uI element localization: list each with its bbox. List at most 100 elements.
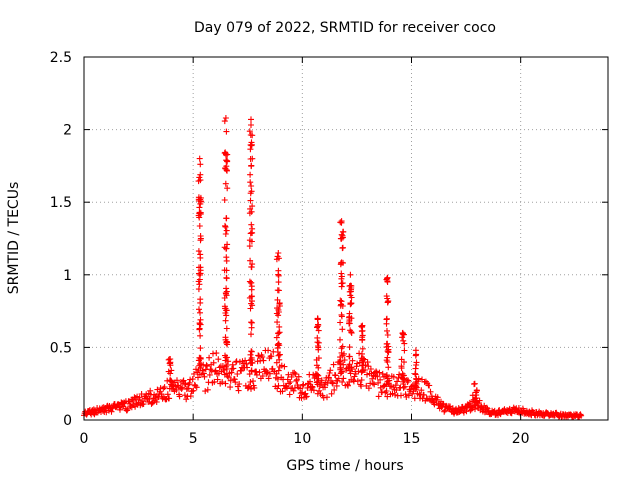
data-point [197, 171, 204, 178]
data-point [324, 394, 330, 401]
data-point [219, 363, 226, 369]
data-point [276, 300, 283, 307]
data-point [472, 406, 478, 413]
data-point [210, 359, 217, 366]
data-point [402, 391, 409, 398]
x-tick-label: 10 [293, 431, 311, 447]
data-point [329, 380, 336, 387]
data-point [178, 385, 185, 392]
data-point [221, 267, 228, 274]
data-point [346, 310, 353, 317]
data-point [484, 405, 491, 412]
data-point [303, 393, 310, 400]
data-points [81, 115, 585, 421]
data-point [338, 275, 345, 282]
data-point [291, 369, 298, 376]
y-tick-label: 1 [63, 268, 72, 284]
data-point [187, 393, 194, 400]
data-point [375, 393, 382, 400]
data-point [298, 394, 305, 401]
data-point [274, 296, 281, 303]
data-point [401, 340, 408, 347]
data-point [248, 116, 254, 123]
data-point [358, 383, 365, 390]
data-point [189, 376, 196, 383]
data-point [339, 244, 346, 251]
data-point [471, 380, 478, 387]
data-point [222, 305, 229, 312]
data-point [337, 336, 343, 343]
data-point [364, 371, 370, 378]
data-point [235, 387, 242, 394]
data-point [249, 225, 256, 232]
data-point [204, 363, 211, 370]
data-point [221, 118, 228, 125]
data-point [508, 410, 515, 417]
data-point [431, 401, 438, 408]
data-point [197, 235, 204, 242]
data-point [249, 203, 256, 210]
data-point [265, 375, 272, 382]
data-point [365, 385, 372, 392]
y-tick-label: 2.5 [50, 50, 72, 66]
data-point [314, 378, 321, 385]
data-point [380, 383, 387, 390]
data-point [359, 322, 366, 329]
data-point [286, 380, 292, 387]
data-point [131, 394, 138, 401]
data-point [223, 312, 230, 319]
data-point [315, 327, 322, 334]
data-point [255, 352, 262, 359]
data-point [267, 370, 273, 377]
data-point [259, 373, 266, 379]
data-point [318, 380, 325, 387]
data-point [383, 372, 390, 378]
data-point [359, 368, 366, 374]
data-point [315, 364, 322, 371]
data-point [346, 320, 353, 327]
data-point [279, 388, 286, 395]
data-point [222, 222, 228, 229]
data-point [222, 380, 229, 387]
data-point [371, 381, 378, 388]
data-point [326, 374, 332, 381]
data-point [337, 297, 344, 304]
data-point [195, 374, 201, 381]
data-point [248, 319, 255, 326]
data-point [367, 366, 374, 372]
data-point [273, 370, 280, 377]
x-tick-label: 15 [403, 431, 421, 447]
data-point [247, 156, 254, 162]
data-point [413, 383, 420, 389]
data-point [223, 275, 230, 282]
data-point [401, 347, 408, 354]
data-point [337, 358, 344, 364]
data-point [359, 327, 366, 334]
data-point [248, 122, 254, 128]
data-point [136, 394, 143, 401]
data-point [345, 382, 351, 389]
data-point [146, 396, 153, 402]
data-point [379, 370, 386, 377]
data-point [215, 356, 222, 363]
data-point [441, 408, 448, 415]
data-point [90, 406, 97, 413]
data-point [384, 327, 390, 334]
data-point [161, 384, 168, 391]
data-point [167, 362, 174, 369]
data-point [473, 392, 480, 399]
data-point [248, 162, 255, 169]
data-point [412, 365, 419, 372]
data-point [248, 188, 255, 195]
data-point [392, 391, 399, 398]
data-point [453, 405, 459, 412]
data-point [265, 347, 272, 354]
data-point [223, 152, 229, 158]
data-point [285, 371, 292, 378]
data-point [389, 390, 396, 397]
data-point [337, 319, 344, 326]
y-tick-label: 2 [63, 123, 72, 139]
data-point [369, 375, 376, 382]
data-point [233, 358, 240, 365]
data-point [275, 382, 282, 389]
